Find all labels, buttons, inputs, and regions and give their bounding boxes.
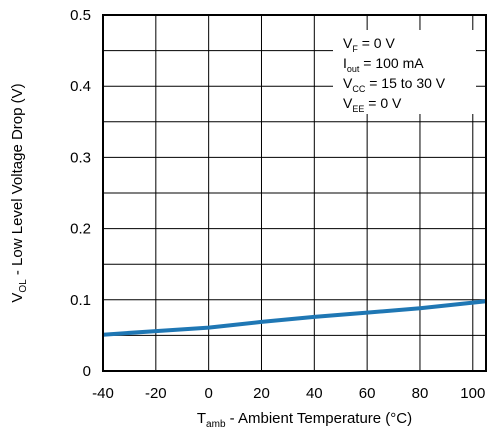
- x-tick-label: 100: [460, 385, 485, 402]
- x-axis-label: Tamb - Ambient Temperature (°C): [197, 410, 412, 430]
- y-tick-label: 0.2: [70, 221, 91, 238]
- condition-vee: VEE = 0 V: [343, 95, 402, 114]
- x-tick-label: -40: [92, 385, 114, 402]
- condition-vcc: VCC = 15 to 30 V: [343, 75, 446, 94]
- series-group: [102, 299, 487, 337]
- series-line: [102, 299, 487, 337]
- conditions-box: VF = 0 V Iout = 100 mA VCC = 15 to 30 V …: [333, 30, 476, 114]
- x-tick-label: 40: [306, 385, 323, 402]
- x-tick-label: 80: [412, 385, 429, 402]
- y-tick-label: 0.1: [70, 292, 91, 309]
- y-tick-label: 0: [83, 363, 91, 380]
- x-tick-label: 60: [359, 385, 376, 402]
- y-tick-label: 0.3: [70, 149, 91, 166]
- x-tick-label: -20: [145, 385, 167, 402]
- x-tick-labels: -40 -20 0 20 40 60 80 100: [92, 385, 485, 402]
- condition-iout: Iout = 100 mA: [343, 55, 424, 74]
- y-tick-label: 0.5: [70, 7, 91, 24]
- conditions-background: [333, 30, 476, 114]
- condition-vf: VF = 0 V: [343, 35, 395, 54]
- y-axis-label: VOL - Low Level Voltage Drop (V): [9, 83, 29, 302]
- y-tick-label: 0.4: [70, 78, 91, 95]
- x-tick-label: 0: [204, 385, 212, 402]
- x-tick-label: 20: [253, 385, 270, 402]
- y-tick-labels: 0 0.1 0.2 0.3 0.4 0.5: [70, 7, 91, 380]
- plot-frame: [102, 14, 487, 372]
